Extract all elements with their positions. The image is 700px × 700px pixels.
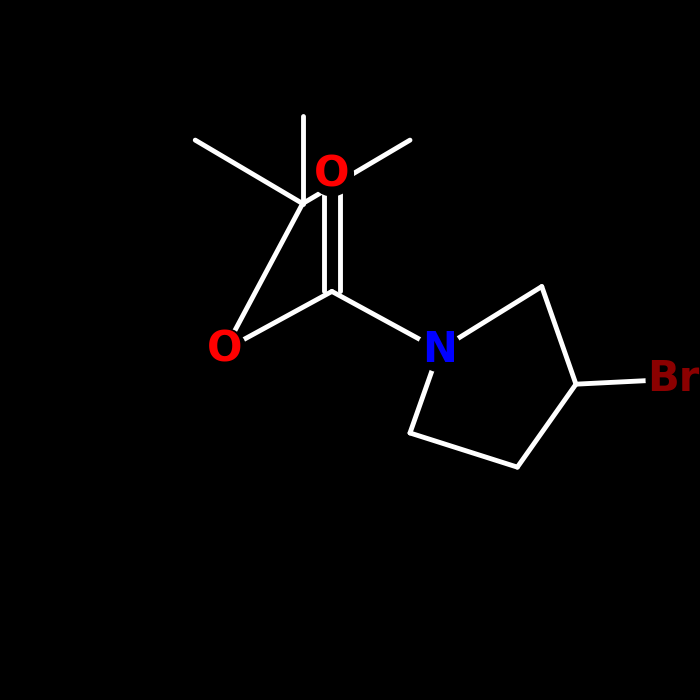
Text: O: O (314, 153, 350, 195)
Circle shape (418, 328, 461, 372)
Text: Br: Br (648, 358, 700, 400)
Circle shape (310, 153, 354, 196)
Text: O: O (206, 329, 242, 371)
Text: N: N (422, 329, 456, 371)
Circle shape (646, 352, 700, 407)
Circle shape (203, 328, 246, 372)
